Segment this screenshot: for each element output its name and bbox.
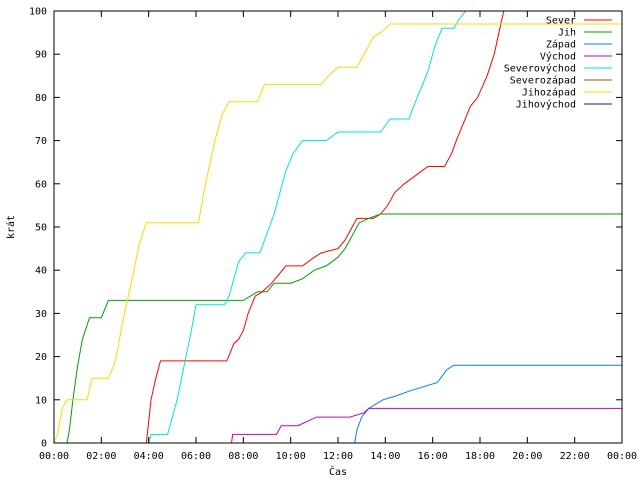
y-tick-label: 80 — [35, 93, 47, 104]
series-line-6 — [54, 23, 622, 443]
y-tick-label: 50 — [35, 223, 47, 234]
y-tick-label: 90 — [35, 50, 47, 61]
series-line-3 — [231, 407, 622, 443]
legend-label: Východ — [540, 51, 576, 63]
x-axis-label: Čas — [329, 465, 347, 478]
y-tick-label: 0 — [41, 439, 47, 450]
y-tick-label: 30 — [35, 309, 47, 320]
y-tick-label: 70 — [35, 136, 47, 147]
ticks-layer: 0 10 20 30 40 50 60 70 80 90 100 00:00 02:00 04:00 06:… — [29, 7, 637, 463]
x-tick-label: 08:00 — [228, 451, 258, 462]
legend-label: Sever — [546, 16, 576, 27]
x-tick-label: 04:00 — [134, 451, 164, 462]
x-tick-label: 20:00 — [512, 451, 542, 462]
legend-label: Severozápad — [510, 75, 576, 87]
legend-label: Jihozápad — [522, 87, 576, 99]
legend-label: Západ — [546, 39, 576, 51]
x-tick-label: 00:00 — [39, 451, 69, 462]
x-tick-label: 16:00 — [418, 451, 448, 462]
y-tick-label: 100 — [29, 7, 47, 18]
x-tick-label: 02:00 — [86, 451, 116, 462]
series-layer — [54, 11, 622, 443]
x-tick-label: 10:00 — [276, 451, 306, 462]
y-tick-label: 40 — [35, 266, 47, 277]
series-line-2 — [354, 364, 622, 443]
series-line-1 — [66, 213, 622, 443]
y-tick-label: 20 — [35, 352, 47, 363]
y-axis-label: krát — [5, 215, 17, 239]
series-line-4 — [148, 11, 467, 443]
legend-label: Jihovýchod — [516, 99, 576, 111]
legend-label: Jih — [558, 28, 576, 39]
y-tick-label: 10 — [35, 395, 47, 406]
x-tick-label: 14:00 — [370, 451, 400, 462]
y-tick-label: 60 — [35, 179, 47, 190]
series-line-0 — [145, 11, 505, 443]
x-tick-label: 06:00 — [181, 451, 211, 462]
x-tick-label: 18:00 — [465, 451, 495, 462]
x-tick-label: 12:00 — [323, 451, 353, 462]
legend: SeverJihZápadVýchodSeverovýchodSeverozáp… — [504, 16, 612, 111]
legend-label: Severovýchod — [504, 63, 576, 75]
x-tick-label: 22:00 — [560, 451, 590, 462]
x-tick-label: 00:00 — [607, 451, 637, 462]
